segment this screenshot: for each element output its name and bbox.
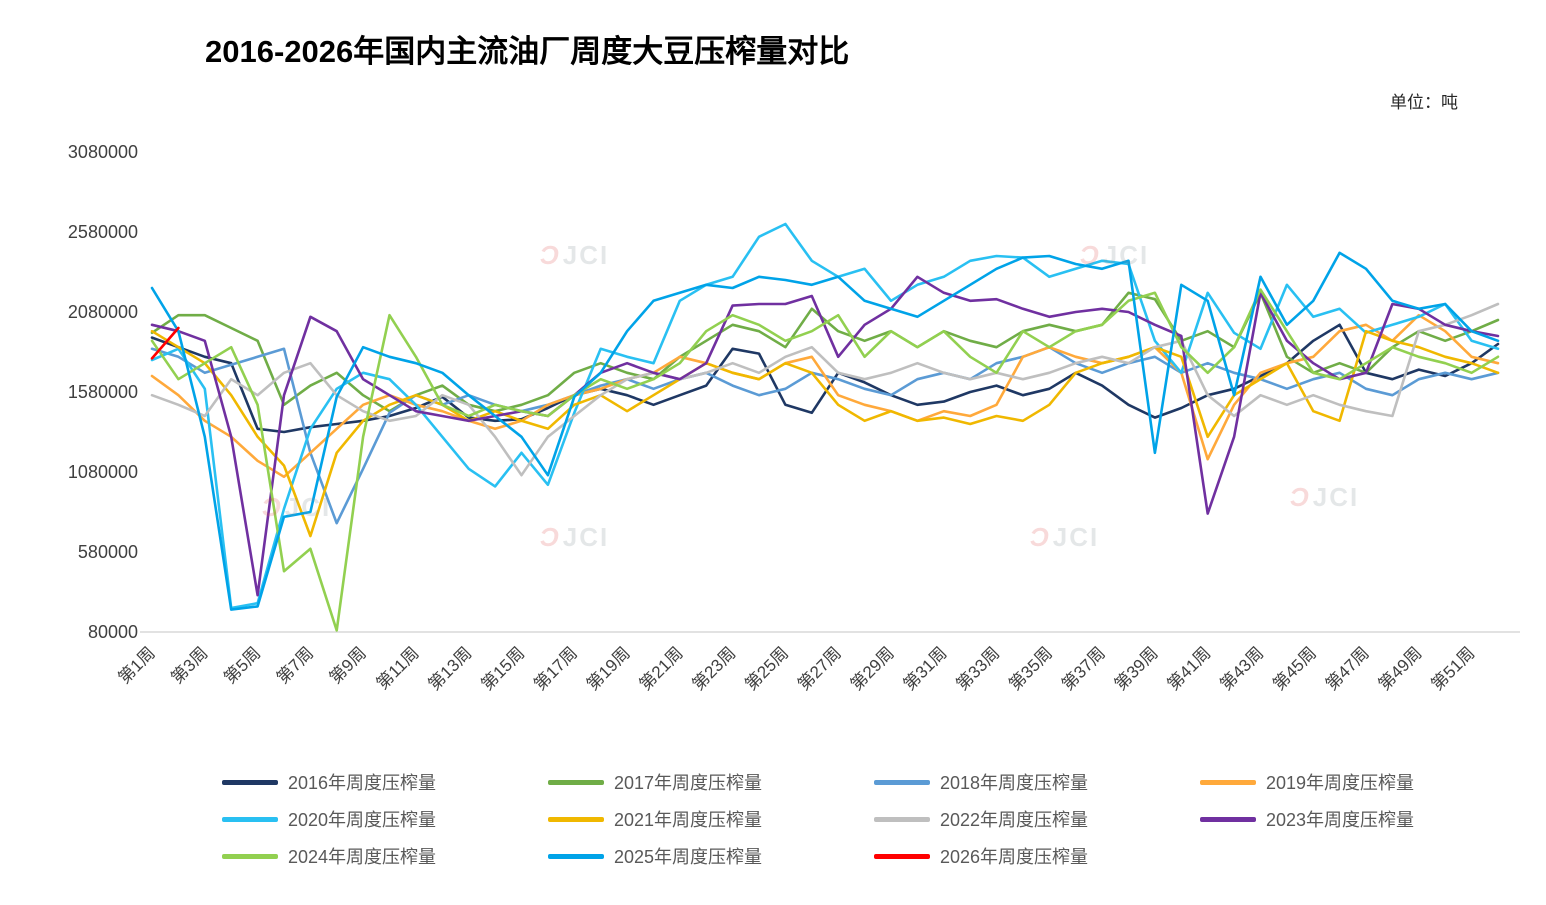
x-tick-label: 第35周 — [1005, 643, 1056, 694]
legend-label: 2025年周度压榨量 — [614, 847, 763, 867]
legend-swatch — [548, 853, 604, 859]
x-tick-label: 第29周 — [847, 643, 898, 694]
x-tick-label: 第3周 — [167, 643, 211, 687]
x-tick-label: 第1周 — [115, 643, 159, 687]
legend-swatch — [548, 816, 604, 822]
legend-item-2022年周度压榨量: 2022年周度压榨量 — [874, 807, 1200, 831]
x-tick-label: 第17周 — [530, 643, 581, 694]
legend-swatch — [222, 816, 278, 822]
legend-swatch — [1200, 816, 1256, 822]
y-tick-label: 580000 — [78, 542, 138, 562]
series-line-2025年周度压榨量 — [150, 251, 1500, 611]
legend-label: 2019年周度压榨量 — [1266, 773, 1415, 793]
legend-item-2019年周度压榨量: 2019年周度压榨量 — [1200, 770, 1526, 794]
legend-label: 2016年周度压榨量 — [288, 773, 437, 793]
legend-swatch — [222, 779, 278, 785]
legend-item-2016年周度压榨量: 2016年周度压榨量 — [222, 770, 548, 794]
legend-label: 2023年周度压榨量 — [1266, 810, 1415, 830]
series-line-2022年周度压榨量 — [150, 302, 1500, 477]
legend-item-2023年周度压榨量: 2023年周度压榨量 — [1200, 807, 1526, 831]
legend-label: 2024年周度压榨量 — [288, 847, 437, 867]
legend-label: 2018年周度压榨量 — [940, 773, 1089, 793]
legend-item-2018年周度压榨量: 2018年周度压榨量 — [874, 770, 1200, 794]
legend-label: 2020年周度压榨量 — [288, 810, 437, 830]
series-line-2017年周度压榨量 — [150, 291, 1500, 413]
series-line-2019年周度压榨量 — [150, 313, 1500, 479]
x-tick-label: 第13周 — [425, 643, 476, 694]
legend-label: 2017年周度压榨量 — [614, 773, 763, 793]
legend-item-2026年周度压榨量: 2026年周度压榨量 — [874, 844, 1200, 868]
x-tick-label: 第7周 — [273, 643, 317, 687]
x-tick-label: 第43周 — [1216, 643, 1267, 694]
series-line-2016年周度压榨量 — [150, 323, 1500, 434]
x-tick-label: 第11周 — [373, 643, 423, 693]
x-tick-label: 第41周 — [1164, 643, 1215, 694]
x-tick-label: 第15周 — [477, 643, 528, 694]
x-tick-label: 第51周 — [1428, 643, 1479, 694]
x-tick-label: 第5周 — [220, 643, 264, 687]
legend-item-2024年周度压榨量: 2024年周度压榨量 — [222, 844, 548, 868]
legend-swatch — [874, 853, 930, 859]
legend-item-2017年周度压榨量: 2017年周度压榨量 — [548, 770, 874, 794]
unit-label: 单位：吨 — [1390, 93, 1458, 112]
y-tick-label: 80000 — [88, 622, 138, 642]
y-tick-label: 2580000 — [68, 222, 138, 242]
y-tick-label: 2080000 — [68, 302, 138, 322]
x-tick-label: 第45周 — [1269, 643, 1320, 694]
legend-swatch — [874, 816, 930, 822]
y-tick-label: 1580000 — [68, 382, 138, 402]
x-tick-label: 第37周 — [1058, 643, 1109, 694]
legend-item-2021年周度压榨量: 2021年周度压榨量 — [548, 807, 874, 831]
chart-title: 2016-2026年国内主流油厂周度大豆压榨量对比 — [205, 34, 850, 69]
series-line-2021年周度压榨量 — [150, 329, 1500, 538]
legend-swatch — [1200, 779, 1256, 785]
legend-item-2020年周度压榨量: 2020年周度压榨量 — [222, 807, 548, 831]
y-tick-label: 1080000 — [68, 462, 138, 482]
legend-label: 2021年周度压榨量 — [614, 810, 763, 830]
series-line-2024年周度压榨量 — [150, 288, 1500, 632]
legend-label: 2026年周度压榨量 — [940, 847, 1089, 867]
legend-swatch — [874, 779, 930, 785]
x-tick-label: 第23周 — [689, 643, 740, 694]
x-tick-label: 第21周 — [636, 643, 687, 694]
x-tick-label: 第9周 — [326, 643, 370, 687]
series-line-2026年周度压榨量 — [150, 326, 180, 360]
legend-swatch — [548, 779, 604, 785]
x-tick-label: 第25周 — [741, 643, 792, 694]
x-tick-label: 第39周 — [1111, 643, 1162, 694]
x-tick-label: 第19周 — [583, 643, 634, 694]
legend-label: 2022年周度压榨量 — [940, 810, 1089, 830]
legend-swatch — [222, 853, 278, 859]
x-tick-label: 第49周 — [1375, 643, 1426, 694]
x-tick-label: 第33周 — [953, 643, 1004, 694]
series-line-2023年周度压榨量 — [150, 275, 1500, 597]
x-tick-label: 第27周 — [794, 643, 845, 694]
legend-item-2025年周度压榨量: 2025年周度压榨量 — [548, 844, 874, 868]
x-tick-label: 第31周 — [900, 643, 951, 694]
legend: 2016年周度压榨量 2017年周度压榨量 2018年周度压榨量 2019年周度压榨量… — [222, 770, 1532, 868]
y-tick-label: 3080000 — [68, 142, 138, 162]
x-tick-label: 第47周 — [1322, 643, 1373, 694]
